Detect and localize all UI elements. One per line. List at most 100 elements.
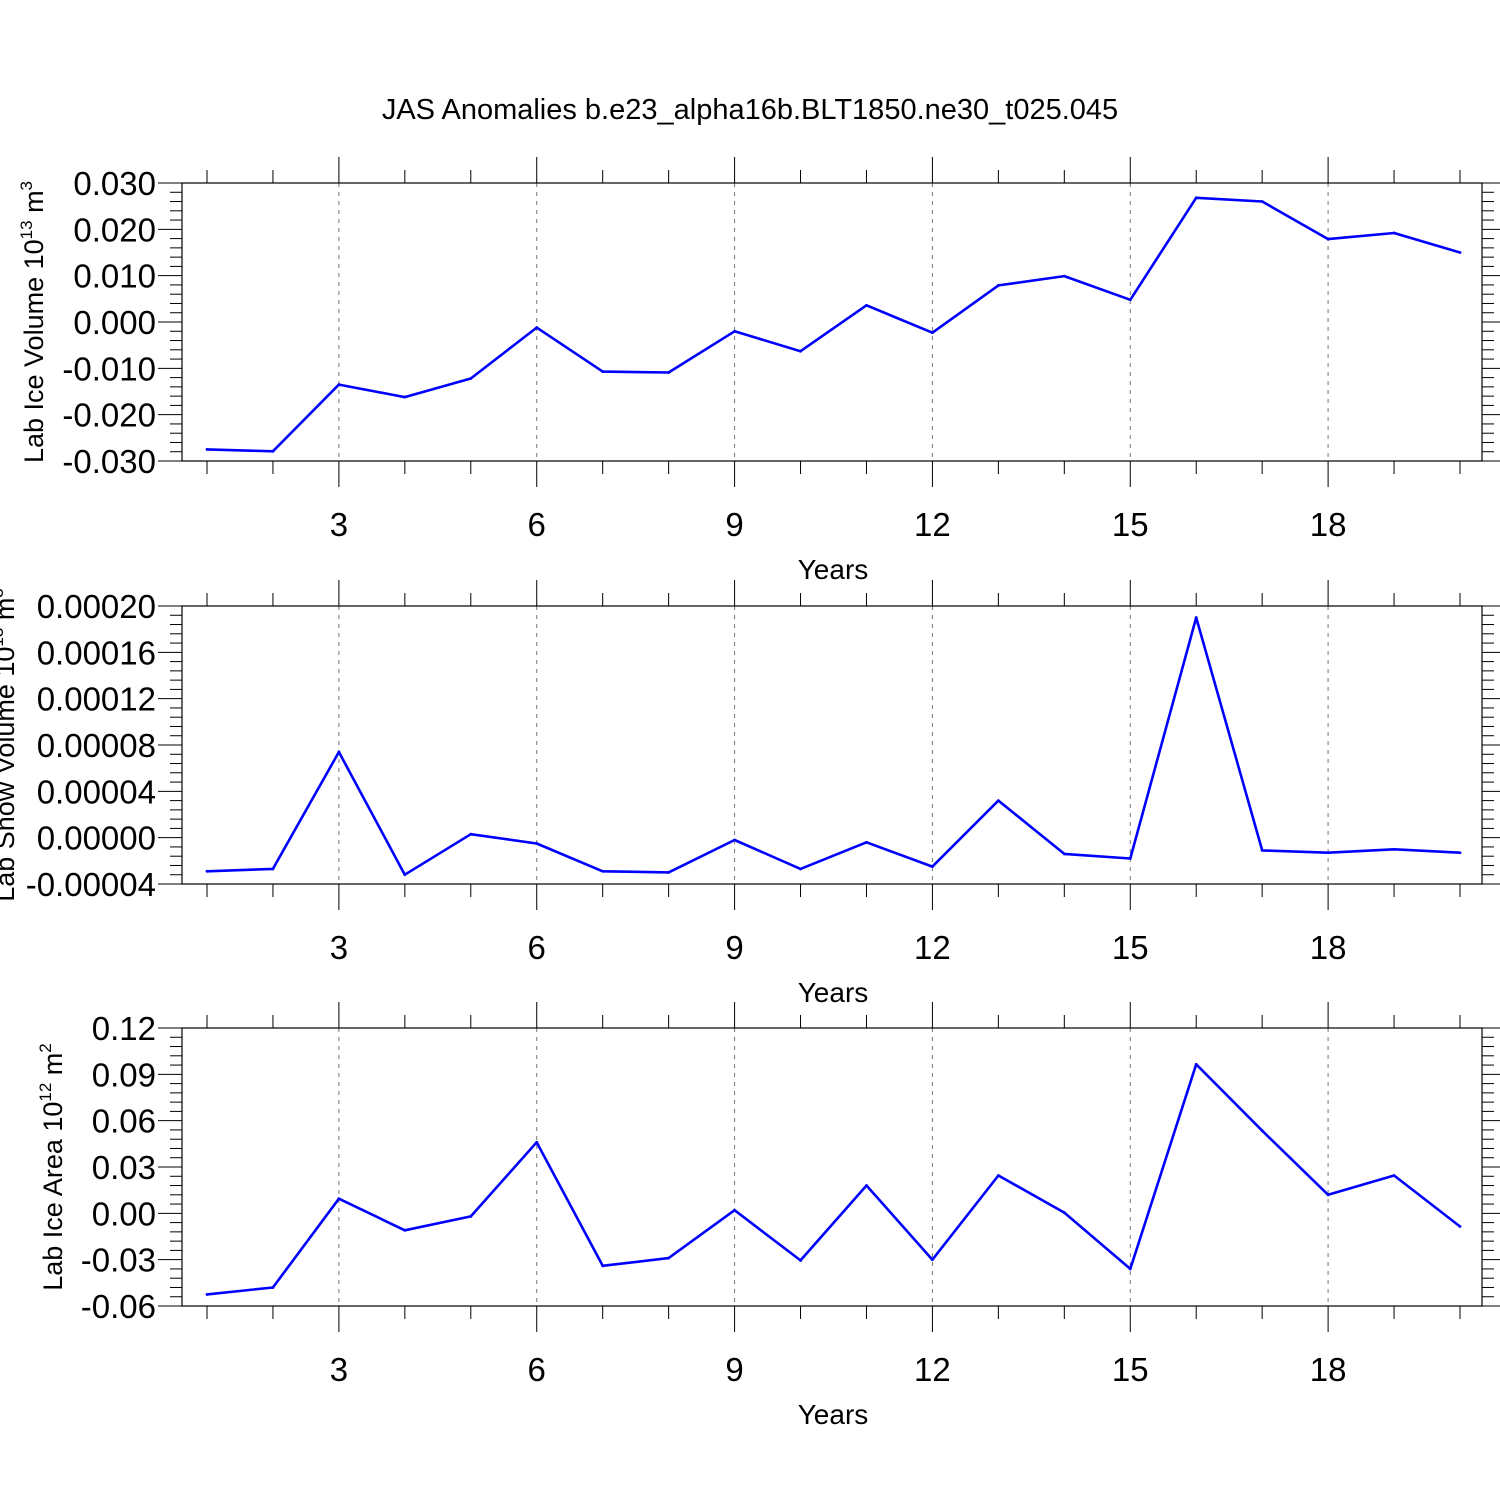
y-tick-label: -0.010	[62, 350, 156, 387]
y-axis-label: Lab Ice Area 1012 m2	[36, 1043, 68, 1291]
data-point	[1326, 237, 1330, 241]
x-tick-label: 6	[528, 506, 546, 543]
data-point	[799, 349, 802, 353]
series-line	[206, 196, 1461, 453]
panel-3: 3 6 9 12 15 18 -0.06 -0.03 0.00 0.03 0.06 0.09 0.12 Y…	[36, 1002, 1500, 1430]
x-tick-label: 6	[528, 1351, 546, 1388]
x-tick-label: 12	[914, 1351, 951, 1388]
y-tick-label: -0.03	[81, 1242, 156, 1279]
x-tick-label: 9	[725, 506, 743, 543]
data-point	[865, 303, 868, 307]
data-point	[1458, 1225, 1462, 1228]
data-point	[1062, 852, 1066, 856]
y-tick-label: 0.000	[73, 304, 156, 341]
y-tick-label: 0.00008	[37, 727, 156, 764]
y-axis-label: Lab Snow Volume 1013 m3	[0, 588, 20, 902]
x-tick-label: 9	[725, 929, 743, 966]
y-tick-label: -0.020	[62, 397, 156, 434]
data-point	[403, 1228, 407, 1232]
x-tick-label: 3	[330, 929, 348, 966]
series-line	[206, 1063, 1461, 1296]
x-tick-label: 9	[725, 1351, 743, 1388]
y-tick-label: 0.010	[73, 258, 156, 295]
data-point	[1194, 1062, 1198, 1066]
data-point	[535, 1140, 539, 1144]
y-tick-label: 0.00020	[37, 588, 156, 625]
data-point	[667, 871, 671, 874]
y-tick-label: 0.00	[92, 1195, 156, 1232]
y-tick-label: 0.12	[92, 1010, 156, 1047]
data-point	[1260, 1129, 1264, 1133]
data-point	[1128, 857, 1132, 860]
x-tick-label: 18	[1310, 506, 1347, 543]
y-tick-label: -0.06	[81, 1288, 156, 1325]
data-point	[1392, 847, 1396, 851]
data-point	[205, 1293, 209, 1296]
data-point	[337, 1197, 341, 1201]
y-tick-label: 0.00012	[37, 681, 156, 718]
data-point	[733, 1208, 736, 1212]
data-point	[667, 371, 671, 374]
data-point	[733, 329, 736, 333]
panel-2: 3 6 9 12 15 18 -0.00004 0.00000 0.00004 0.00008 0.…	[0, 580, 1500, 1008]
x-tick-label: 15	[1112, 929, 1149, 966]
y-tick-label: 0.030	[73, 165, 156, 202]
data-point	[205, 869, 209, 873]
data-point	[271, 449, 275, 453]
data-point	[337, 383, 341, 386]
y-tick-label: 0.09	[92, 1056, 156, 1093]
data-point	[469, 377, 473, 380]
y-tick-label: 0.06	[92, 1103, 156, 1140]
data-point	[667, 1256, 671, 1260]
data-point	[996, 283, 1000, 287]
x-tick-label: 6	[528, 929, 546, 966]
data-point	[601, 869, 605, 873]
y-tick-label: 0.00016	[37, 634, 156, 671]
data-point	[1194, 616, 1198, 619]
data-point	[1392, 231, 1396, 235]
series-line	[206, 616, 1461, 877]
data-point	[1326, 1193, 1330, 1197]
data-point	[271, 867, 275, 871]
data-point	[1260, 200, 1264, 203]
y-tick-label: -0.00004	[26, 866, 156, 903]
x-axis-label: Years	[798, 554, 869, 585]
data-point	[1458, 251, 1462, 254]
x-tick-label: 3	[330, 506, 348, 543]
chart-title: JAS Anomalies b.e23_alpha16b.BLT1850.ne3…	[382, 94, 1118, 126]
data-point	[601, 1264, 605, 1268]
x-tick-label: 12	[914, 506, 951, 543]
data-point	[996, 1174, 1000, 1177]
x-tick-label: 15	[1112, 506, 1149, 543]
x-axis-label: Years	[798, 977, 869, 1008]
data-point	[865, 1184, 868, 1187]
data-point	[996, 799, 1000, 802]
plot-frame	[181, 605, 1483, 885]
x-axis-label: Years	[798, 1399, 869, 1430]
data-point	[403, 873, 407, 877]
data-point	[601, 370, 605, 373]
plot-frame	[181, 1027, 1483, 1307]
plot-frame	[181, 182, 1483, 462]
data-point	[1260, 849, 1264, 852]
y-tick-label: 0.00004	[37, 773, 156, 810]
data-point	[535, 842, 539, 845]
y-tick-label: -0.030	[62, 443, 156, 480]
y-tick-label: 0.020	[73, 211, 156, 248]
data-point	[799, 867, 802, 871]
data-point	[1128, 298, 1132, 302]
y-tick-label: 0.00000	[37, 820, 156, 857]
data-point	[931, 865, 934, 869]
y-tick-label: 0.03	[92, 1149, 156, 1186]
data-point	[271, 1286, 275, 1289]
y-axis-label: Lab Ice Volume 1013 m3	[17, 181, 49, 463]
data-point	[469, 1215, 473, 1218]
x-tick-label: 18	[1310, 929, 1347, 966]
data-point	[931, 331, 934, 335]
data-point	[205, 448, 209, 451]
data-point	[1128, 1267, 1132, 1271]
x-tick-label: 18	[1310, 1351, 1347, 1388]
data-point	[931, 1258, 934, 1262]
x-tick-label: 12	[914, 929, 951, 966]
